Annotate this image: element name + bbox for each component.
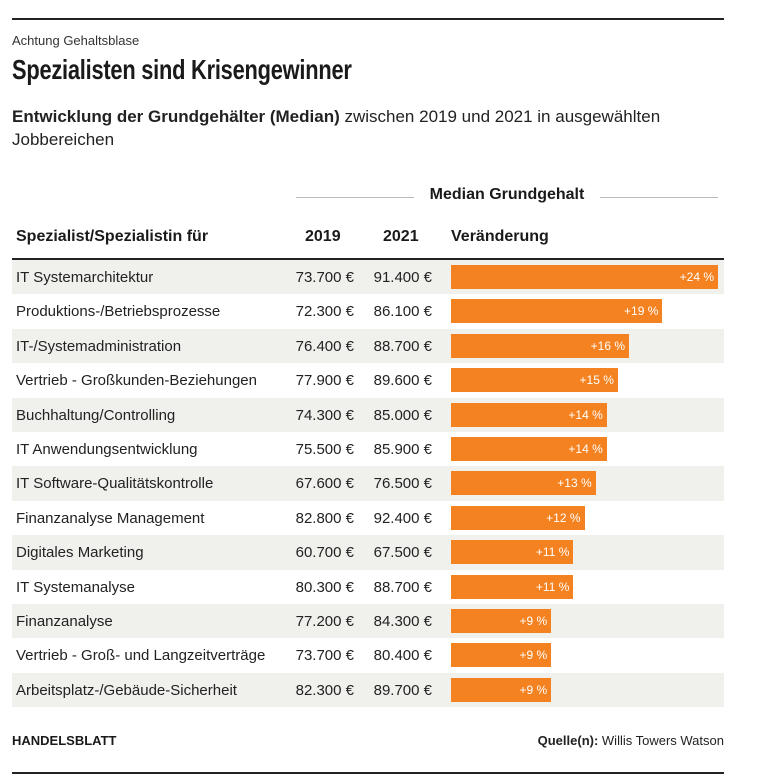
- top-rule: [12, 18, 724, 20]
- row-name: Arbeitsplatz-/Gebäude-Sicherheit: [16, 681, 237, 699]
- row-value-2021: 88.700 €: [373, 337, 432, 355]
- bottom-rule: [12, 772, 724, 774]
- header-rule: [12, 258, 724, 260]
- footer-brand: HANDELSBLATT: [12, 733, 117, 748]
- row-value-2019: 75.500 €: [295, 440, 354, 458]
- group-header-line-left: [296, 197, 414, 198]
- row-value-2021: 67.500 €: [373, 544, 432, 562]
- table-row: Produktions-/Betriebsprozesse 72.300 € 86.…: [12, 294, 724, 328]
- change-label: +9 %: [519, 682, 548, 697]
- row-name: Finanzanalyse Management: [16, 509, 205, 527]
- table-row: Finanzanalyse 77.200 € 84.300 € +9 %: [12, 603, 724, 639]
- row-value-2019: 67.600 €: [295, 475, 354, 493]
- row-value-2021: 89.600 €: [373, 372, 432, 390]
- row-value-2021: 91.400 €: [373, 269, 432, 286]
- table-row: Vertrieb - Groß- und Langzeitverträge 73.…: [12, 638, 724, 672]
- subtitle-rest: zwischen 2019 und 2021 in ausgewählten J…: [12, 107, 661, 149]
- change-label: +11 %: [535, 579, 570, 594]
- group-header: Median Grundgehalt: [296, 184, 718, 208]
- change-bar: +12 %: [451, 505, 585, 530]
- row-value-2019: 73.700 €: [295, 647, 354, 665]
- table-row: IT-/Systemadministration 76.400 € 88.700 €…: [12, 328, 724, 364]
- group-header-line-right: [600, 197, 718, 198]
- table-row: Arbeitsplatz-/Gebäude-Sicherheit 82.300 €…: [12, 672, 724, 708]
- row-name: Vertrieb - Großkunden-Beziehungen: [16, 372, 257, 390]
- row-value-2019: 73.700 €: [295, 269, 354, 286]
- source-text: Willis Towers Watson: [598, 733, 724, 748]
- table-row: IT Anwendungsentwicklung 75.500 € 85.900 €…: [12, 432, 724, 466]
- change-label: +9 %: [519, 648, 548, 663]
- change-label: +9 %: [519, 613, 548, 628]
- row-value-2021: 85.000 €: [373, 406, 432, 424]
- change-label: +16 %: [590, 338, 625, 353]
- kicker: Achtung Gehaltsblase: [12, 33, 140, 48]
- row-value-2021: 85.900 €: [373, 440, 432, 458]
- row-name: IT Systemanalyse: [16, 578, 135, 596]
- table-row: Finanzanalyse Management 82.800 € 92.400 €…: [12, 501, 724, 535]
- row-value-2021: 84.300 €: [373, 612, 432, 630]
- table-row: Buchhaltung/Controlling 74.300 € 85.000 € +…: [12, 397, 724, 432]
- change-bar: +11 %: [451, 540, 574, 565]
- row-name: Digitales Marketing: [16, 544, 144, 562]
- table-row: Digitales Marketing 60.700 € 67.500 € +11 %: [12, 535, 724, 570]
- change-bar: +19 %: [451, 299, 663, 324]
- row-value-2021: 88.700 €: [373, 578, 432, 596]
- row-name: IT Anwendungsentwicklung: [16, 440, 198, 458]
- row-value-2019: 74.300 €: [295, 406, 354, 424]
- change-bar: +14 %: [451, 402, 607, 427]
- change-label: +24 %: [679, 270, 714, 284]
- row-value-2019: 82.300 €: [295, 681, 354, 699]
- table-row: IT Systemanalyse 80.300 € 88.700 € +11 %: [12, 570, 724, 604]
- row-name: Produktions-/Betriebsprozesse: [16, 303, 221, 321]
- change-bar: +11 %: [451, 574, 574, 599]
- row-name: IT-/Systemadministration: [16, 337, 182, 355]
- row-name: Finanzanalyse: [16, 612, 113, 630]
- row-value-2019: 76.400 €: [295, 337, 354, 355]
- row-value-2019: 82.800 €: [295, 509, 354, 527]
- subtitle: Entwicklung der Grundgehälter (Median) z…: [12, 105, 724, 151]
- row-value-2019: 72.300 €: [295, 303, 354, 321]
- row-name: IT Systemarchitektur: [16, 269, 154, 286]
- row-value-2019: 60.700 €: [295, 544, 354, 562]
- change-bar: +9 %: [451, 677, 552, 702]
- row-value-2021: 76.500 €: [373, 475, 432, 493]
- table-row: Vertrieb - Großkunden-Beziehungen 77.900 …: [12, 363, 724, 397]
- change-label: +11 %: [535, 545, 570, 560]
- table-body: IT Systemarchitektur 73.700 € 91.400 € +24 …: [12, 260, 724, 708]
- change-label: +12 %: [546, 510, 581, 525]
- column-header-2019: 2019: [305, 228, 341, 245]
- change-bar: +15 %: [451, 368, 618, 393]
- row-value-2021: 89.700 €: [373, 681, 432, 699]
- change-bar: +24 %: [451, 265, 718, 289]
- change-bar: +14 %: [451, 436, 607, 461]
- column-header-change: Veränderung: [451, 228, 549, 245]
- row-name: Vertrieb - Groß- und Langzeitverträge: [16, 647, 266, 665]
- footer-source: Quelle(n): Willis Towers Watson: [538, 733, 724, 748]
- row-value-2019: 80.300 €: [295, 578, 354, 596]
- change-bar: +9 %: [451, 643, 552, 668]
- row-value-2019: 77.200 €: [295, 612, 354, 630]
- table-row: IT Systemarchitektur 73.700 € 91.400 € +24 …: [12, 260, 724, 295]
- headline: Spezialisten sind Krisengewinner: [12, 54, 352, 85]
- row-value-2021: 80.400 €: [373, 647, 432, 665]
- row-value-2021: 92.400 €: [373, 509, 432, 527]
- row-name: IT Software-Qualitätskontrolle: [16, 475, 214, 493]
- row-value-2021: 86.100 €: [373, 303, 432, 321]
- group-header-label: Median Grundgehalt: [429, 186, 585, 203]
- source-label: Quelle(n):: [537, 733, 599, 748]
- subtitle-bold: Entwicklung der Grundgehälter (Median): [12, 107, 340, 126]
- change-label: +14 %: [568, 441, 603, 456]
- column-header-2021: 2021: [383, 228, 419, 245]
- change-label: +15 %: [579, 373, 614, 388]
- table-row: IT Software-Qualitätskontrolle 67.600 € 76…: [12, 466, 724, 501]
- row-name: Buchhaltung/Controlling: [16, 406, 176, 424]
- change-bar: +13 %: [451, 471, 596, 496]
- change-bar: +16 %: [451, 333, 629, 358]
- row-value-2019: 77.900 €: [295, 372, 354, 390]
- change-label: +13 %: [557, 476, 592, 491]
- column-header-name: Spezialist/Spezialistin für: [16, 228, 209, 245]
- change-bar: +9 %: [451, 608, 552, 633]
- change-label: +14 %: [568, 407, 603, 422]
- change-label: +19 %: [624, 304, 659, 319]
